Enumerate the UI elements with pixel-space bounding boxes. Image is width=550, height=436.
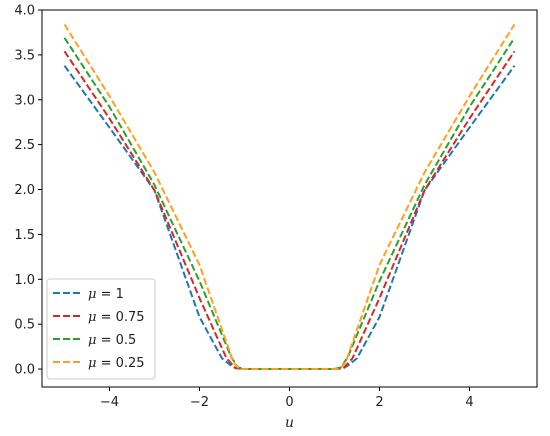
legend-symbol: μ	[88, 356, 96, 371]
series-lines	[63, 23, 516, 370]
y-tick-label: 0.0	[14, 363, 35, 378]
legend-value: = 0.25	[96, 356, 144, 371]
legend-value: = 0.75	[96, 310, 144, 325]
legend-value: = 0.5	[96, 333, 136, 348]
legend-label: μ = 0.5	[88, 333, 136, 348]
y-tick-label: 0.5	[14, 318, 35, 333]
y-axis: 0.0 0.5 1.0 1.5 2.0 2.5 3.0 3.5 4.0	[14, 4, 42, 378]
legend-box	[46, 278, 156, 380]
x-tick-label: −2	[190, 395, 209, 410]
x-tick-label: 4	[465, 395, 473, 410]
legend-symbol: μ	[88, 287, 96, 302]
x-axis: −4 −2 0 2 4	[100, 387, 474, 410]
y-tick-label: 2.5	[14, 138, 35, 153]
y-tick-label: 3.0	[14, 93, 35, 108]
x-tick-label: 2	[375, 395, 383, 410]
y-tick-label: 1.0	[14, 273, 35, 288]
y-tick-label: 3.5	[14, 48, 35, 63]
legend-symbol: μ	[88, 333, 96, 348]
x-tick-label: 0	[285, 395, 293, 410]
legend-label: μ = 0.75	[88, 310, 145, 325]
y-tick-label: 4.0	[14, 4, 35, 19]
legend-label: μ = 1	[88, 287, 124, 302]
legend-value: = 1	[96, 287, 123, 302]
y-tick-label: 1.5	[14, 228, 35, 243]
legend-symbol: μ	[88, 310, 96, 325]
legend: μ = 1μ = 0.75μ = 0.5μ = 0.25	[46, 278, 156, 380]
x-axis-title: u	[285, 415, 294, 431]
x-tick-label: −4	[100, 395, 119, 410]
y-tick-label: 2.0	[14, 183, 35, 198]
series-line-2	[63, 37, 516, 370]
legend-label: μ = 0.25	[88, 356, 145, 371]
